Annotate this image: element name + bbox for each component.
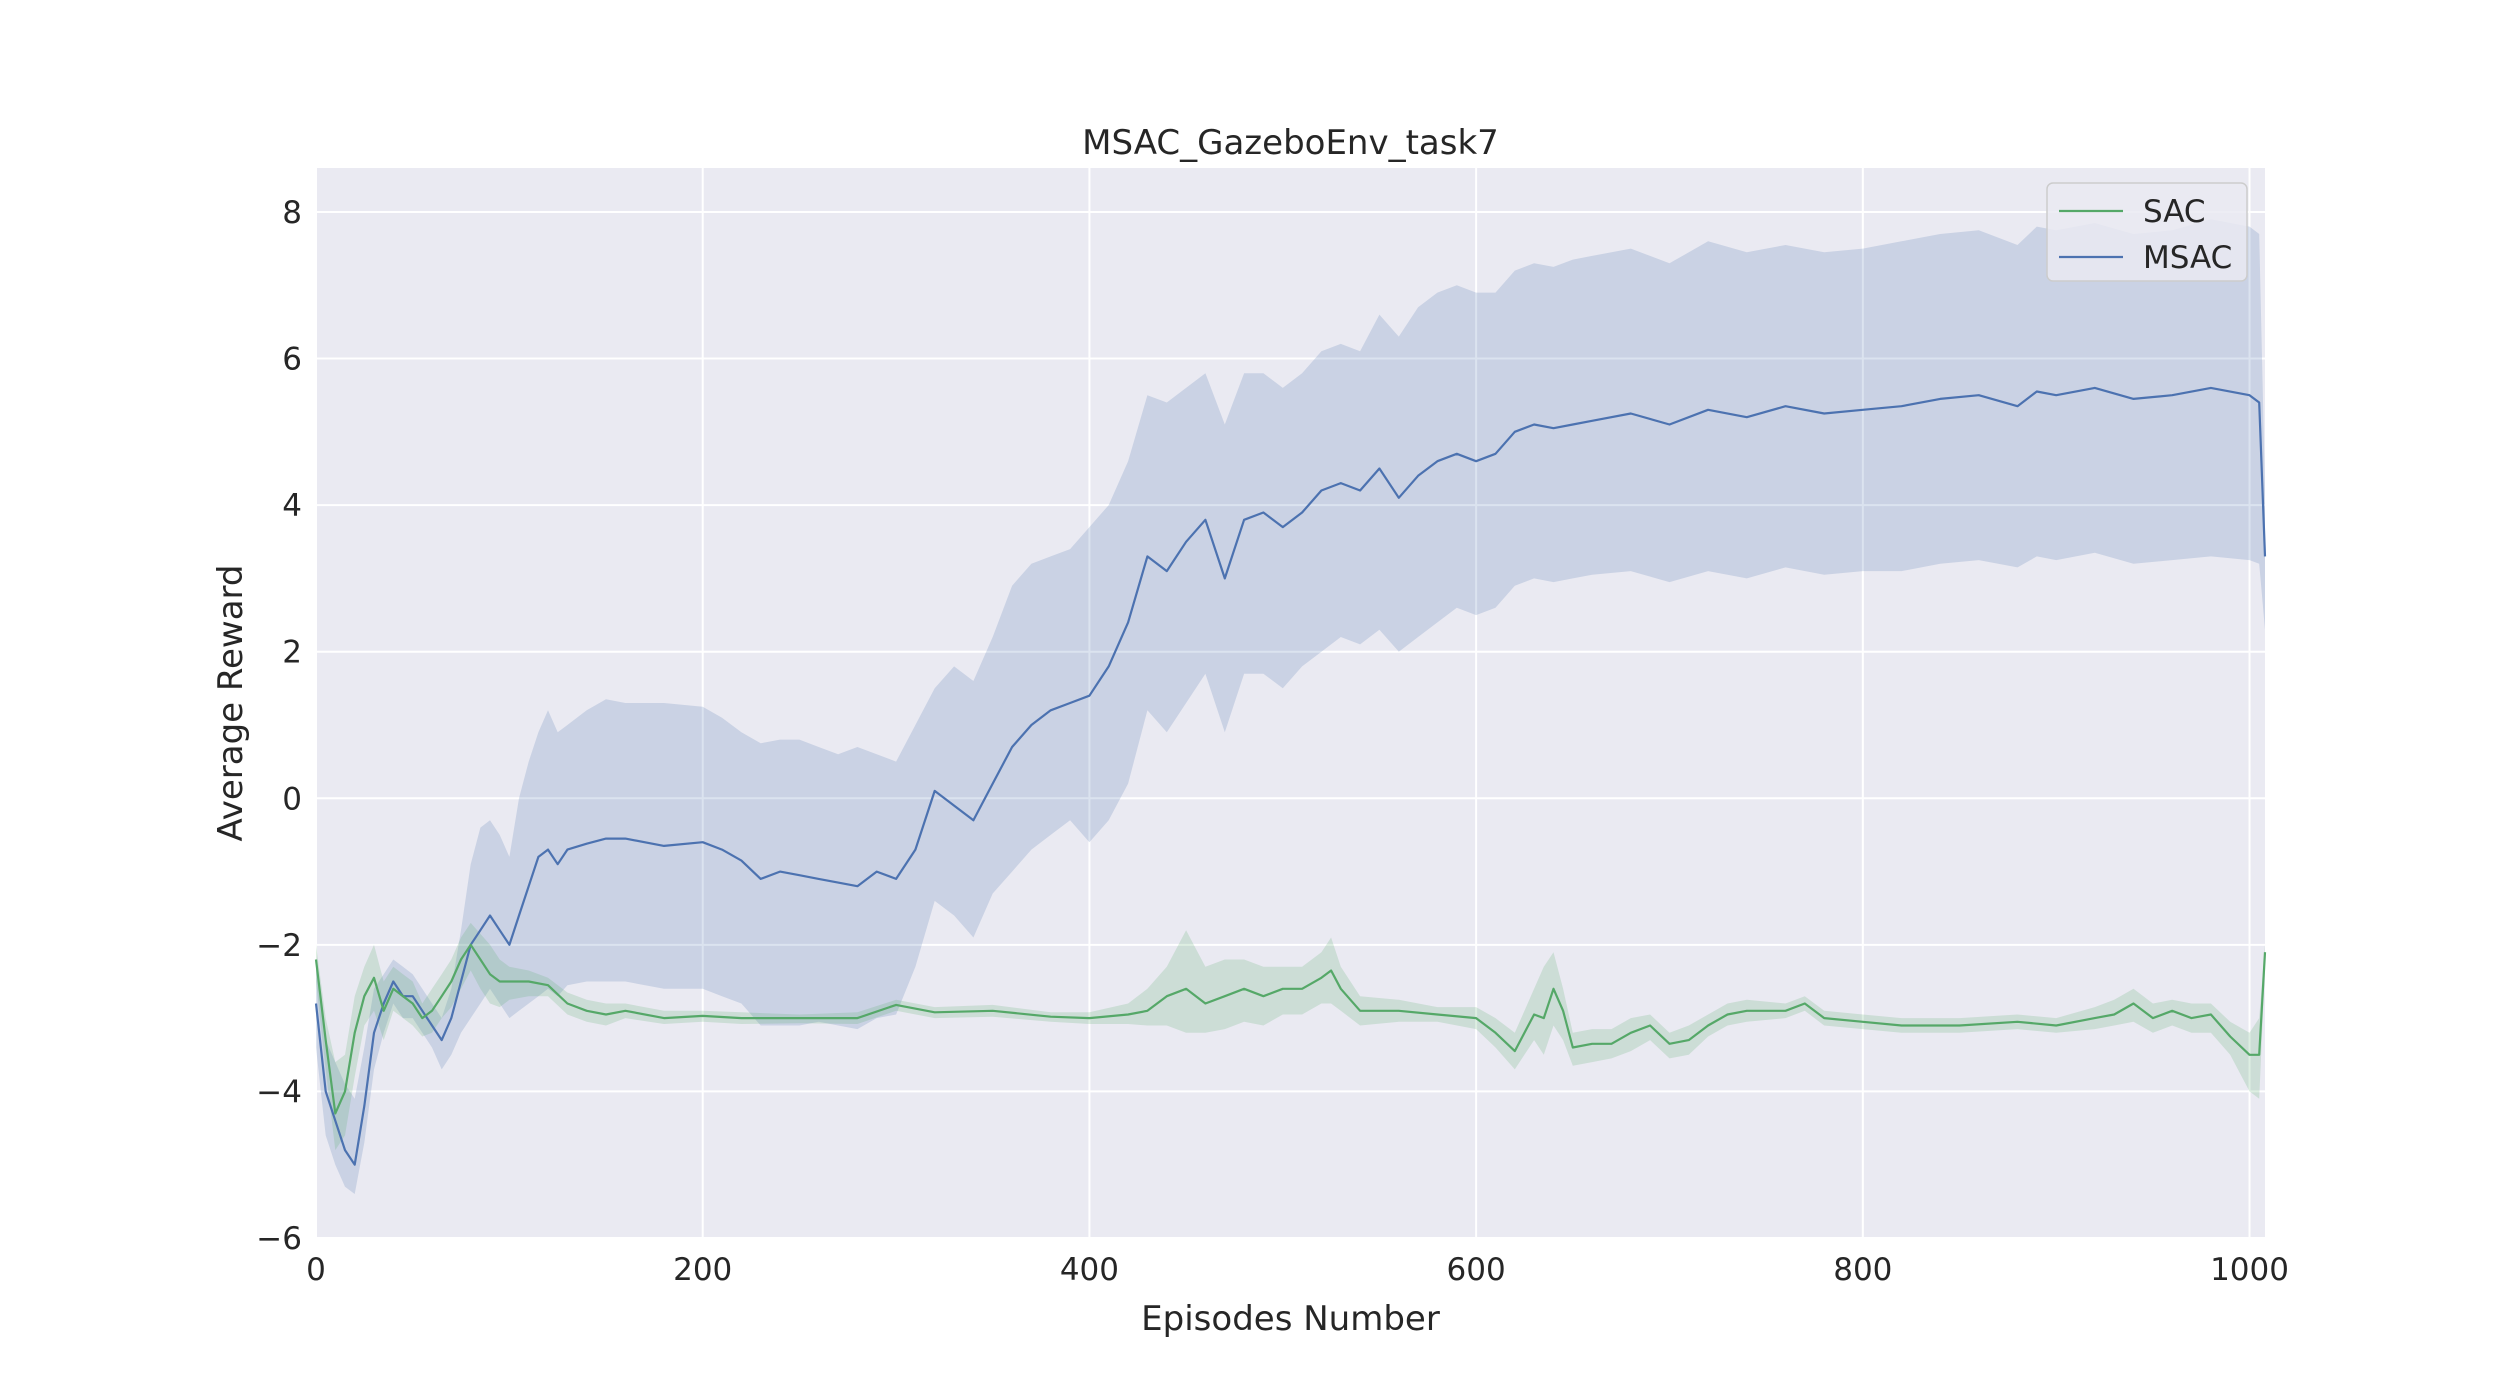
y-tick-label: 2 (282, 635, 302, 671)
x-tick-label: 1000 (2210, 1252, 2289, 1288)
x-tick-label: 800 (1833, 1252, 1892, 1288)
x-axis-label: Episodes Number (1141, 1299, 1440, 1339)
x-tick-label: 200 (673, 1252, 732, 1288)
y-tick-label: 4 (282, 488, 302, 524)
y-tick-label: 0 (282, 781, 302, 817)
x-tick-label: 600 (1447, 1252, 1506, 1288)
plot-area (316, 168, 2265, 1238)
legend: SAC MSAC (2046, 182, 2248, 282)
legend-label-sac: SAC (2143, 194, 2206, 230)
y-tick-label: −6 (256, 1221, 302, 1257)
grid-lines (315, 168, 2265, 1239)
band-msac (316, 219, 2265, 1195)
line-sac (314, 943, 2267, 1115)
line-msac (314, 386, 2267, 1166)
series-lines (314, 386, 2267, 1166)
y-axis-ticks: −6 −4 −2 0 2 4 6 8 (256, 195, 302, 1257)
y-tick-label: −4 (256, 1074, 302, 1110)
y-tick-label: −2 (256, 928, 302, 964)
x-tick-label: 0 (306, 1252, 326, 1288)
y-axis-label: Average Reward (211, 564, 251, 841)
y-tick-label: 8 (282, 195, 302, 231)
y-tick-label: 6 (282, 342, 302, 378)
x-axis-ticks: 0 200 400 600 800 1000 (306, 1252, 2289, 1288)
legend-label-msac: MSAC (2143, 240, 2232, 276)
x-tick-label: 400 (1060, 1252, 1119, 1288)
band-sac (316, 922, 2265, 1151)
confidence-bands (316, 219, 2265, 1195)
chart-title: MSAC_GazeboEnv_task7 (1082, 123, 1499, 163)
